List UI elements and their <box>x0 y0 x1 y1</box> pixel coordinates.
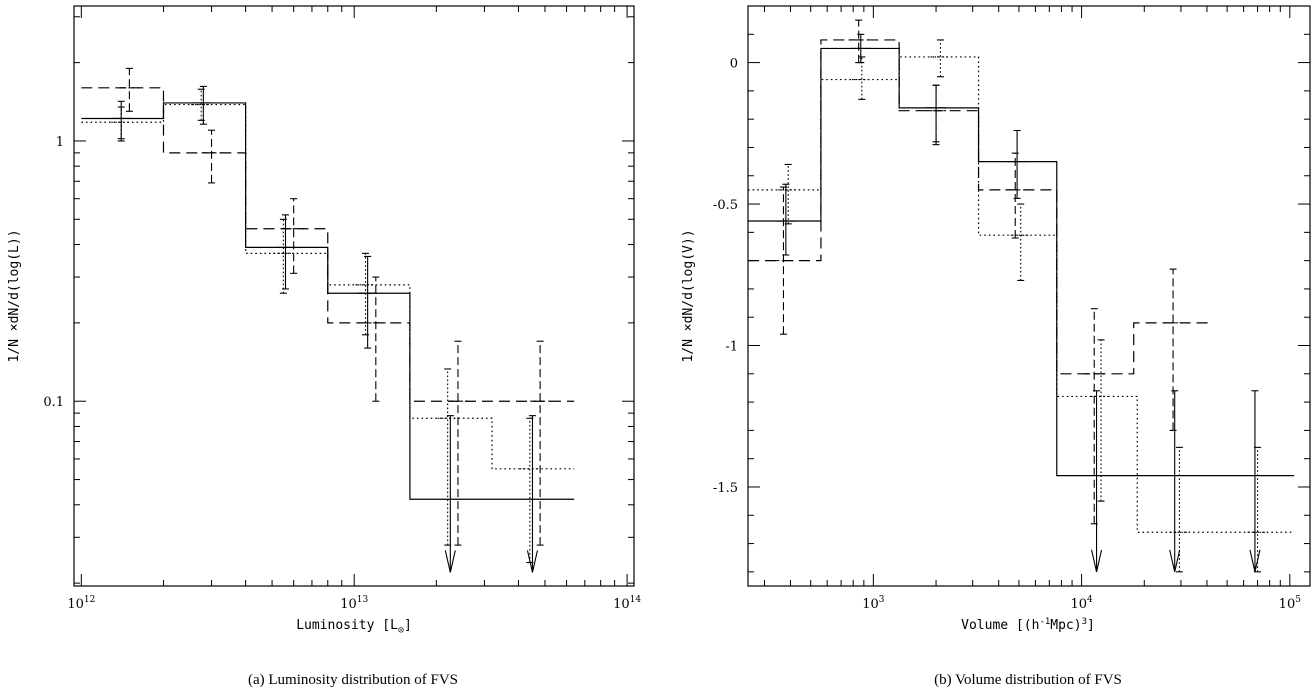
error-bar-dashed-b <box>1163 268 1184 431</box>
panel-luminosity: 1012 1013 1014 0.1 1 Luminosity [L⊙] 1/N ×dN… <box>7 5 641 688</box>
error-bar-solid-a <box>275 214 296 290</box>
error-bar-dotted-b <box>778 163 799 225</box>
y-tick-label-b: -0.5 <box>713 198 738 213</box>
error-bar-dashed-a <box>530 340 551 546</box>
ticks-a: 1012 1013 1014 0.1 1 <box>43 6 641 612</box>
histogram-dotted-b <box>748 56 1295 533</box>
y-axis-label-b: 1/N ×dN/d(log(V)) <box>681 229 696 362</box>
error-bar-solid-a <box>193 85 214 125</box>
error-bar-dashed-a <box>119 67 140 112</box>
error-bar-dashed-a <box>201 129 222 184</box>
x-tick-label-b: 103 <box>862 595 885 612</box>
histogram-dashed-b <box>748 39 1212 375</box>
error-bar-dashed-b <box>1084 308 1105 525</box>
x-tick-label-a: 1013 <box>340 595 368 612</box>
caption-b: (b) Volume distribution of FVS <box>934 672 1122 688</box>
error-bar-solid-b <box>775 183 796 256</box>
error-bar-dotted-a <box>437 368 458 546</box>
error-bar-dashed-a <box>283 198 304 274</box>
series-group-a <box>81 67 575 573</box>
x-tick-label-b: 104 <box>1070 595 1093 612</box>
caption-a: (a) Luminosity distribution of FVS <box>248 672 458 688</box>
error-bar-dotted-b <box>930 39 951 78</box>
x-tick-label-a: 1012 <box>67 595 95 612</box>
y-axis-label-a: 1/N ×dN/d(log(L)) <box>7 229 22 362</box>
y-tick-label-a: 1 <box>56 135 64 150</box>
y-tick-label-b: -1 <box>725 340 738 355</box>
upper-limit-arrow-b <box>1169 390 1181 572</box>
upper-limit-arrow-b <box>1249 390 1261 572</box>
upper-limit-arrow-a <box>526 415 538 573</box>
error-bar-solid-b <box>1007 129 1028 199</box>
series-solid-b <box>748 33 1295 572</box>
histogram-solid-b <box>748 47 1295 477</box>
x-tick-label-a: 1014 <box>613 595 641 612</box>
series-dashed-a <box>81 67 575 546</box>
error-bar-dotted-b <box>851 56 872 100</box>
y-tick-label-b: 0 <box>730 57 738 72</box>
x-axis-label-a: Luminosity [L⊙] <box>296 618 412 636</box>
histogram-dashed-a <box>81 87 575 402</box>
error-bar-dashed-b <box>848 19 869 64</box>
series-dotted-a <box>81 88 575 564</box>
plot-frame-b <box>747 5 1311 587</box>
error-bar-dashed-a <box>365 276 386 402</box>
error-bar-dotted-a <box>519 417 540 564</box>
histogram-dotted-a <box>81 103 575 470</box>
error-bar-dashed-b <box>926 84 947 143</box>
y-tick-label-a: 0.1 <box>43 395 64 410</box>
error-bar-dashed-a <box>447 340 468 546</box>
series-solid-a <box>81 85 575 573</box>
series-dotted-b <box>748 39 1295 573</box>
series-dashed-b <box>748 19 1212 525</box>
error-bar-dotted-b <box>1010 203 1031 281</box>
error-bar-dashed-b <box>773 186 794 335</box>
ticks-b: 103 104 105 0 -0.5 -1 -1.5 <box>713 5 1310 612</box>
y-tick-label-b: -1.5 <box>713 481 738 496</box>
upper-limit-arrow-b <box>1091 390 1103 572</box>
error-bar-dotted-a <box>191 88 212 121</box>
error-bar-dashed-b <box>1005 152 1026 239</box>
upper-limit-arrow-a <box>444 415 456 573</box>
error-bar-dotted-a <box>355 252 376 336</box>
error-bar-dotted-b <box>1247 446 1268 573</box>
error-bar-dotted-b <box>1091 339 1112 502</box>
error-bar-dotted-a <box>111 106 132 140</box>
error-bar-solid-a <box>357 255 378 349</box>
error-bar-dotted-b <box>1169 446 1190 573</box>
error-bar-solid-b <box>850 33 871 64</box>
x-axis-label-b: Volume [(h-1Mpc)3] <box>961 617 1095 633</box>
x-tick-label-b: 105 <box>1279 595 1302 612</box>
error-bar-dotted-a <box>273 218 294 294</box>
series-group-b <box>748 19 1295 573</box>
